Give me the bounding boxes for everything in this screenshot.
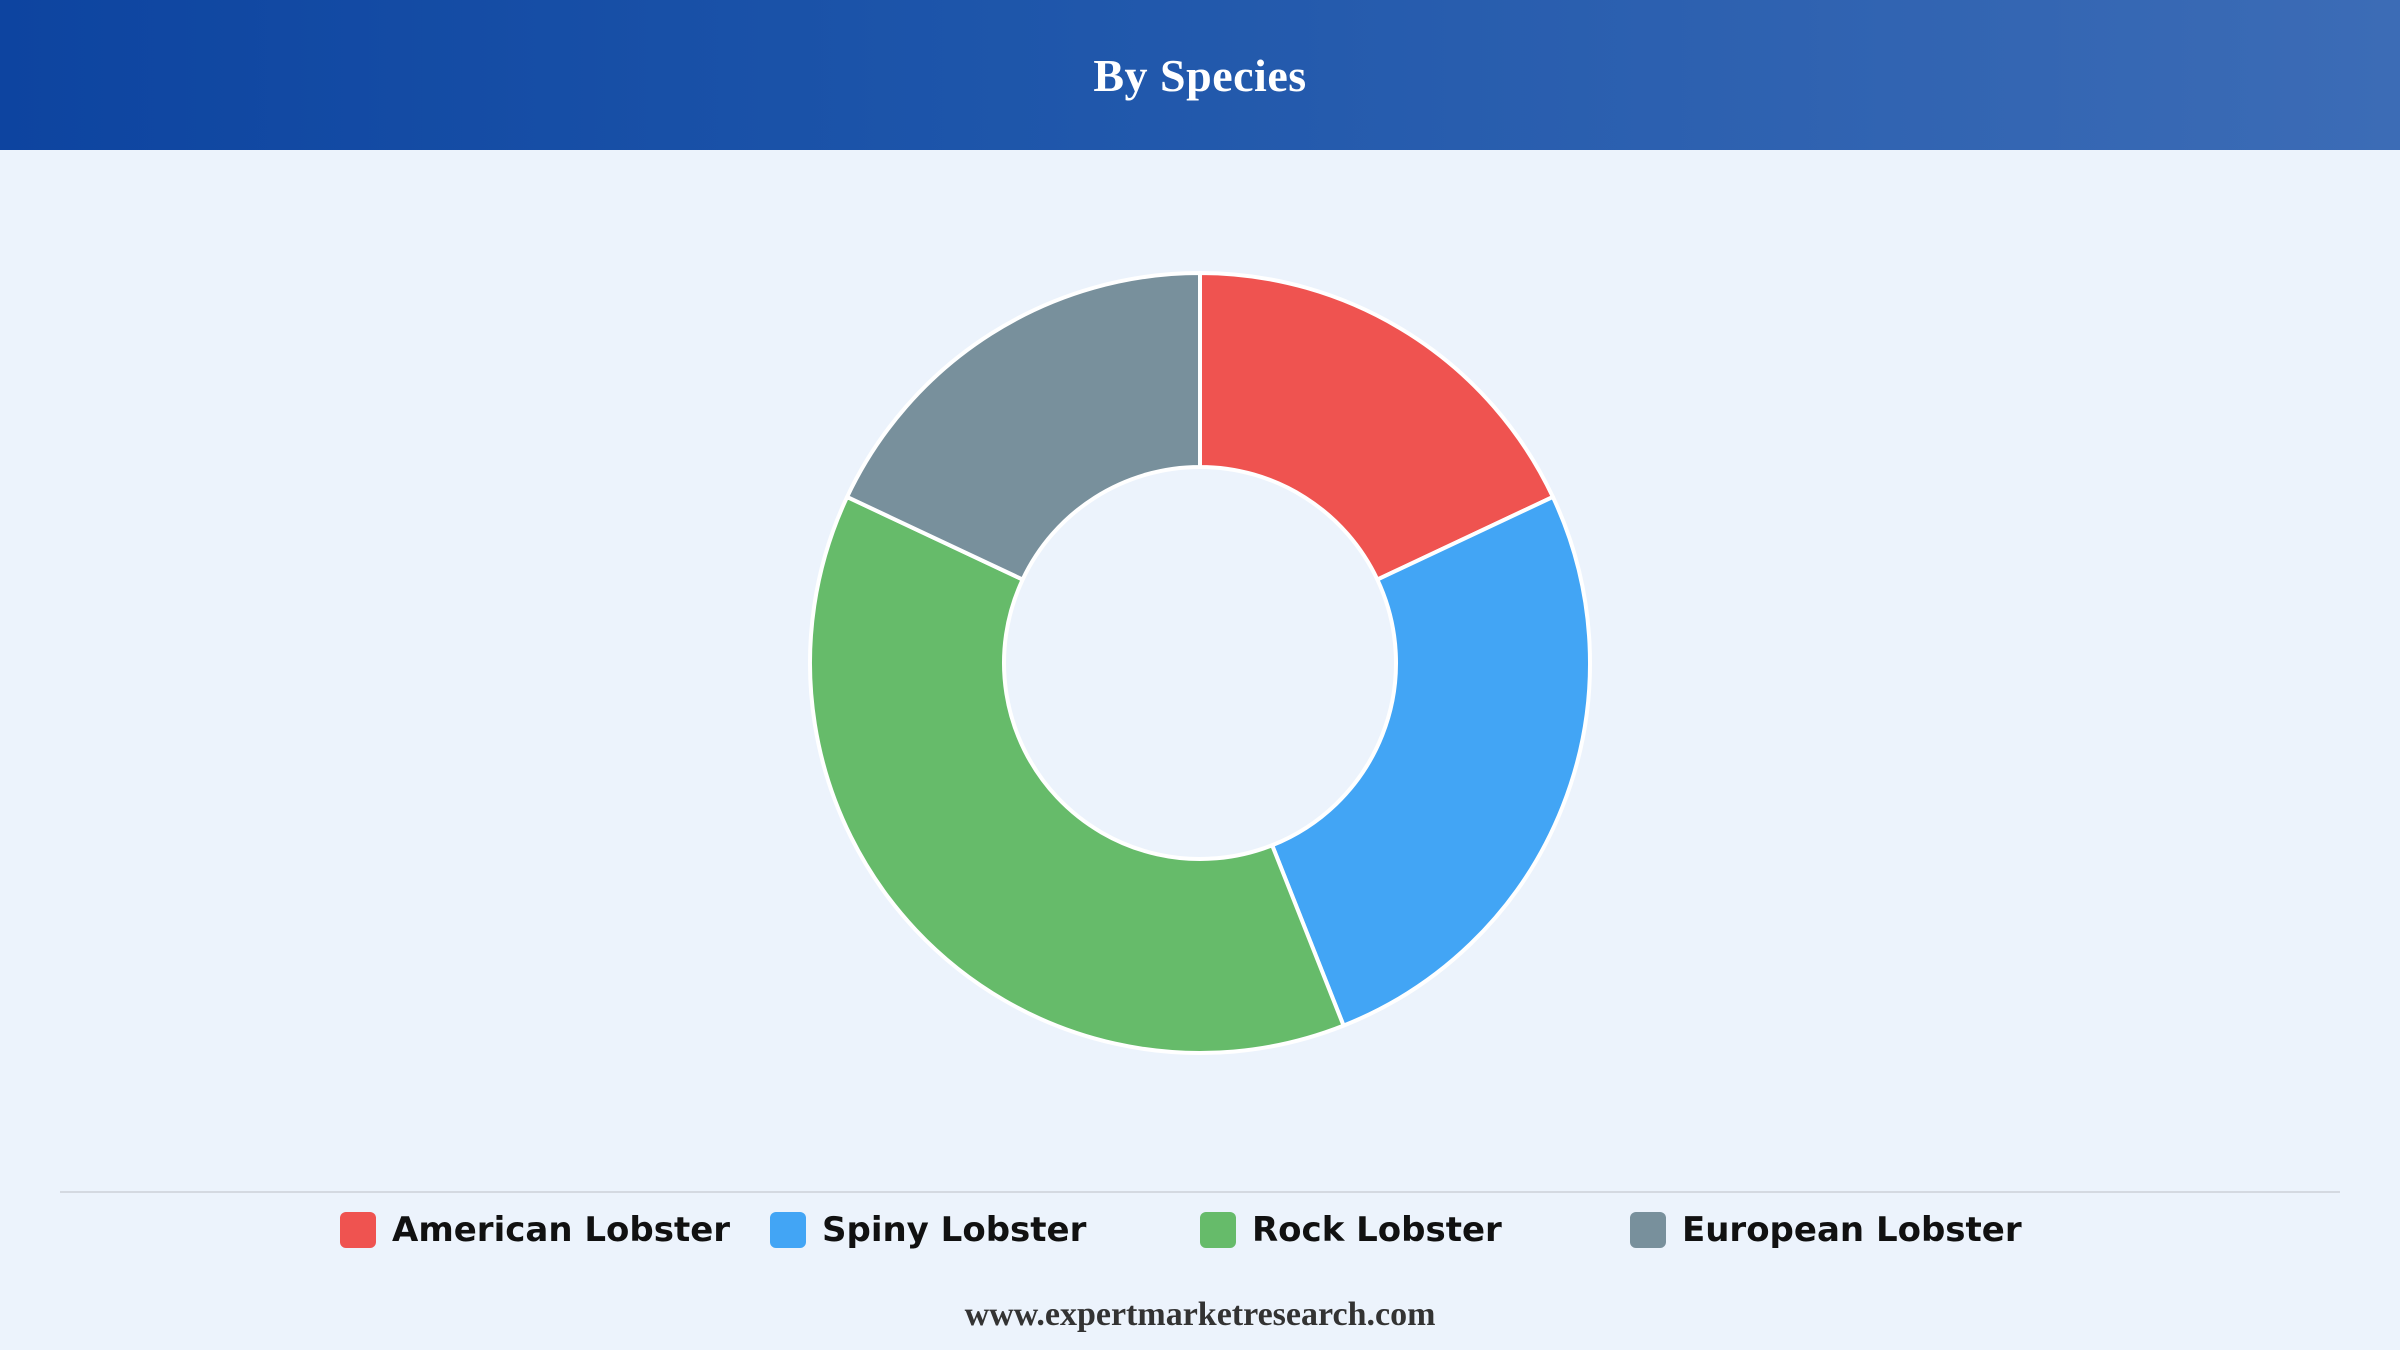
legend-swatch-european-lobster xyxy=(1630,1212,1666,1248)
footer-url: www.expertmarketresearch.com xyxy=(964,1296,1436,1333)
page-title: By Species xyxy=(1093,49,1307,101)
legend-divider xyxy=(60,1191,2340,1193)
donut-slice-spiny-lobster[interactable] xyxy=(1270,494,1592,1028)
donut-slice-rock-lobster[interactable] xyxy=(808,494,1346,1056)
legend-item-spiny-lobster[interactable]: Spiny Lobster xyxy=(770,1205,1086,1255)
legend-item-european-lobster[interactable]: European Lobster xyxy=(1630,1205,2022,1255)
legend-label: European Lobster xyxy=(1682,1210,2022,1250)
legend-item-american-lobster[interactable]: American Lobster xyxy=(340,1205,730,1255)
donut-chart xyxy=(0,150,2400,1190)
legend-swatch-american-lobster xyxy=(340,1212,376,1248)
donut-slice-american-lobster[interactable] xyxy=(1198,271,1555,582)
chart-legend: American Lobster Spiny Lobster Rock Lobs… xyxy=(0,1205,2400,1255)
donut-slice-european-lobster[interactable] xyxy=(845,271,1202,582)
donut-chart-svg xyxy=(808,271,1592,1056)
legend-label: Spiny Lobster xyxy=(822,1210,1087,1250)
header-bar: By Species xyxy=(0,0,2400,150)
legend-label: American Lobster xyxy=(392,1210,731,1250)
legend-swatch-rock-lobster xyxy=(1200,1212,1236,1248)
legend-swatch-spiny-lobster xyxy=(770,1212,806,1248)
legend-item-rock-lobster[interactable]: Rock Lobster xyxy=(1200,1205,1502,1255)
legend-label: Rock Lobster xyxy=(1252,1210,1502,1250)
